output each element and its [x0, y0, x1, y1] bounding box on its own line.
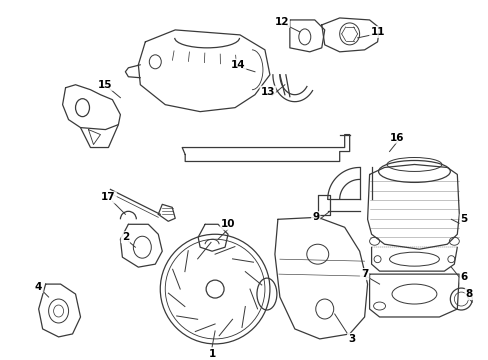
Text: 13: 13: [260, 87, 275, 97]
Text: 1: 1: [208, 349, 215, 359]
Text: 3: 3: [347, 334, 355, 344]
Text: 12: 12: [274, 17, 288, 27]
Text: 4: 4: [35, 282, 42, 292]
Text: 5: 5: [460, 214, 467, 224]
Text: 11: 11: [369, 27, 384, 37]
Text: 8: 8: [465, 289, 472, 299]
Text: 10: 10: [221, 219, 235, 229]
Text: 2: 2: [122, 232, 129, 242]
Text: 7: 7: [360, 269, 367, 279]
Text: 15: 15: [98, 80, 112, 90]
Text: 9: 9: [311, 212, 319, 222]
Text: 14: 14: [230, 60, 245, 70]
Text: 17: 17: [101, 192, 116, 202]
Text: 16: 16: [389, 132, 404, 143]
Text: 6: 6: [460, 272, 467, 282]
